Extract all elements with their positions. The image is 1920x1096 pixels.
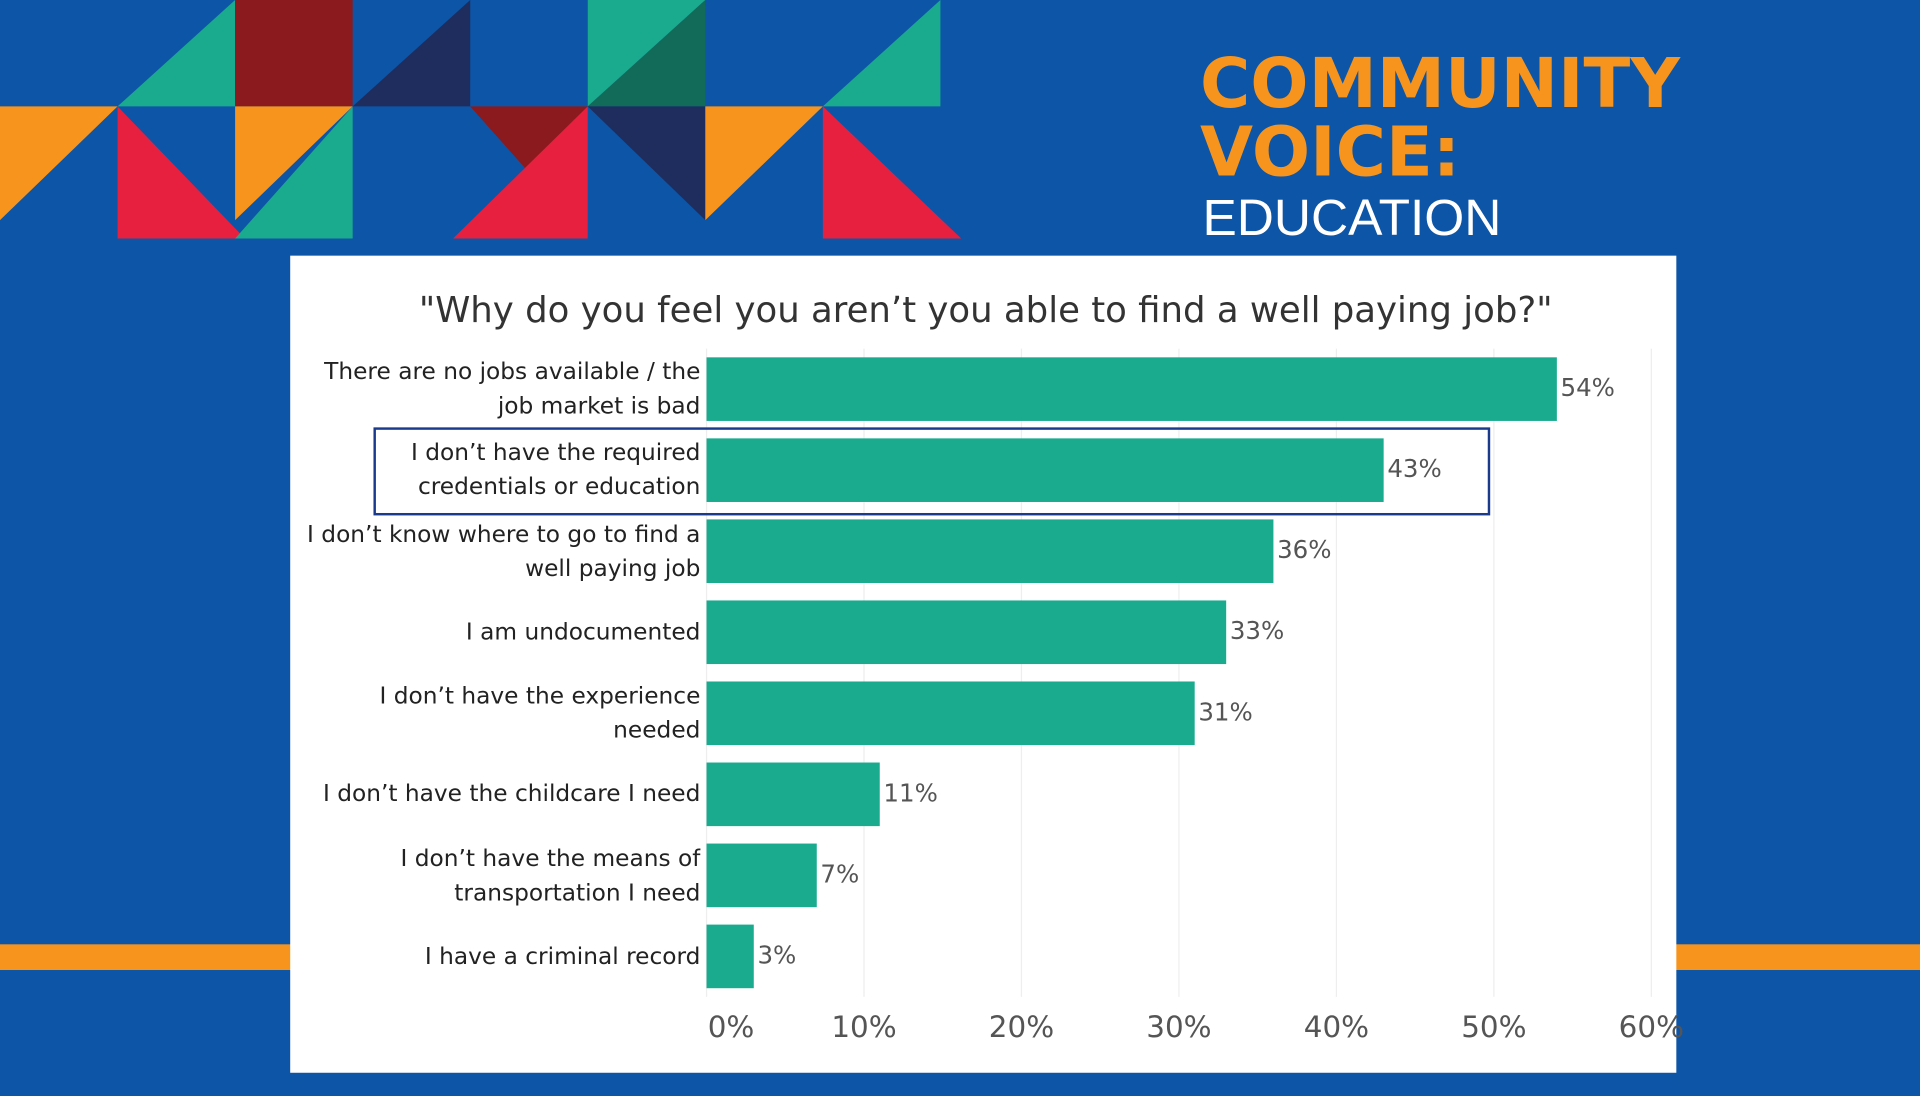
- y-tick-label: There are no jobs available / the job ma…: [324, 358, 701, 420]
- value-label: 11%: [883, 778, 937, 807]
- y-tick-label: I have a criminal record: [424, 942, 701, 970]
- value-label: 33%: [1230, 616, 1284, 645]
- x-tick-label: 20%: [989, 1010, 1054, 1044]
- bar: [706, 357, 1557, 421]
- header-line: VOICE:: [1200, 113, 1460, 193]
- x-tick-label: 30%: [1146, 1010, 1211, 1044]
- x-tick-label: 0%: [708, 1010, 755, 1044]
- x-tick-label: 10%: [831, 1010, 896, 1044]
- category-label-box: I don’t have the childcare I need: [322, 780, 701, 808]
- y-tick-label: I don’t know where to go to find a well …: [307, 520, 701, 582]
- value-label: 43%: [1387, 454, 1441, 483]
- value-label: 31%: [1198, 697, 1252, 726]
- category-label-box: I don’t have the experience needed: [379, 682, 701, 744]
- bar: [706, 843, 817, 908]
- bar: [706, 438, 1384, 502]
- header-line: COMMUNITY: [1200, 44, 1681, 124]
- category-label-box: I don’t have the means of transportation…: [400, 844, 701, 906]
- x-tick-label: 60%: [1619, 1010, 1684, 1044]
- x-tick-label: 40%: [1304, 1010, 1369, 1044]
- value-label: 54%: [1561, 373, 1615, 402]
- header-line: EDUCATION: [1202, 188, 1501, 246]
- chart-title: "Why do you feel you aren’t you able to …: [419, 290, 1553, 331]
- y-tick-label: I don’t have the experience needed: [379, 682, 701, 744]
- y-tick-label: I don’t have the childcare I need: [322, 780, 701, 808]
- bar: [706, 924, 754, 989]
- bar: [706, 681, 1195, 746]
- bar: [706, 762, 880, 827]
- y-tick-label: I am undocumented: [465, 618, 701, 646]
- category-label-box: I am undocumented: [465, 618, 701, 646]
- value-label: 36%: [1277, 535, 1331, 564]
- y-tick-label: I don’t have the means of transportation…: [400, 844, 701, 906]
- decoration: [0, 0, 962, 239]
- value-label: 3%: [757, 940, 796, 969]
- category-label-box: I don’t know where to go to find a well …: [307, 520, 701, 582]
- bar: [706, 519, 1274, 584]
- highlight-box: [373, 427, 1491, 516]
- x-tick-label: 50%: [1461, 1010, 1526, 1044]
- bar: [706, 600, 1227, 665]
- category-label-box: There are no jobs available / the job ma…: [324, 358, 701, 420]
- value-label: 7%: [820, 859, 859, 888]
- category-label-box: I don’t have the required credentials or…: [410, 439, 701, 501]
- category-label-box: I have a criminal record: [424, 942, 701, 970]
- y-tick-label: I don’t have the required credentials or…: [410, 439, 701, 501]
